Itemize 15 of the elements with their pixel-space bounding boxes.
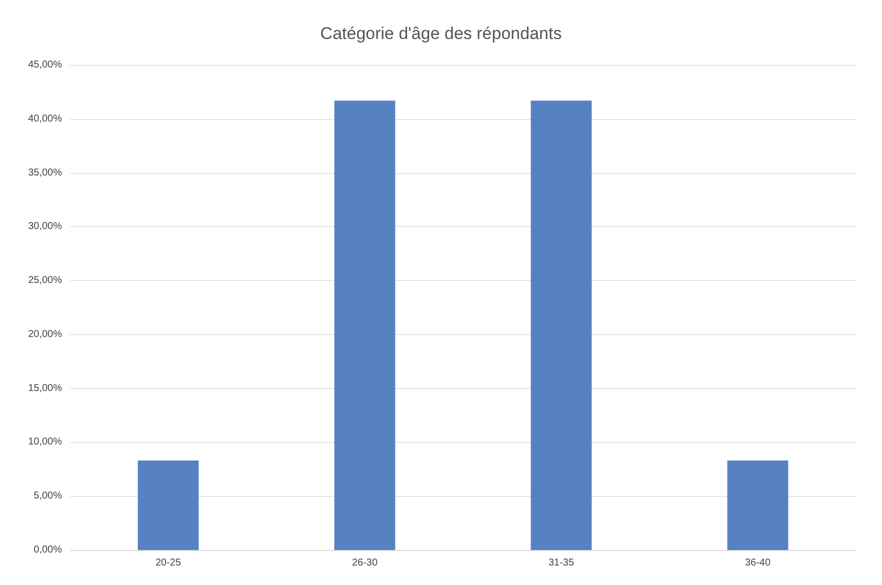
y-tick-label: 45,00% bbox=[28, 60, 62, 70]
chart-title: Catégorie d'âge des répondants bbox=[320, 24, 562, 43]
y-tick-label: 40,00% bbox=[28, 113, 62, 124]
y-tick-label: 25,00% bbox=[28, 275, 62, 286]
y-tick-label: 5,00% bbox=[34, 490, 62, 502]
x-tick-label: 36-40 bbox=[744, 558, 771, 568]
y-tick-label: 0,00% bbox=[34, 544, 62, 556]
y-tick-label: 30,00% bbox=[28, 221, 62, 232]
y-tick-label: 35,00% bbox=[28, 167, 62, 178]
x-tick-label: 31-35 bbox=[548, 558, 574, 568]
y-tick-label: 15,00% bbox=[28, 382, 62, 394]
x-tick-label: 20-25 bbox=[155, 558, 182, 568]
y-tick-label: 20,00% bbox=[28, 328, 62, 340]
y-tick-label: 10,00% bbox=[28, 436, 62, 448]
x-tick-label: 26-30 bbox=[352, 558, 378, 568]
